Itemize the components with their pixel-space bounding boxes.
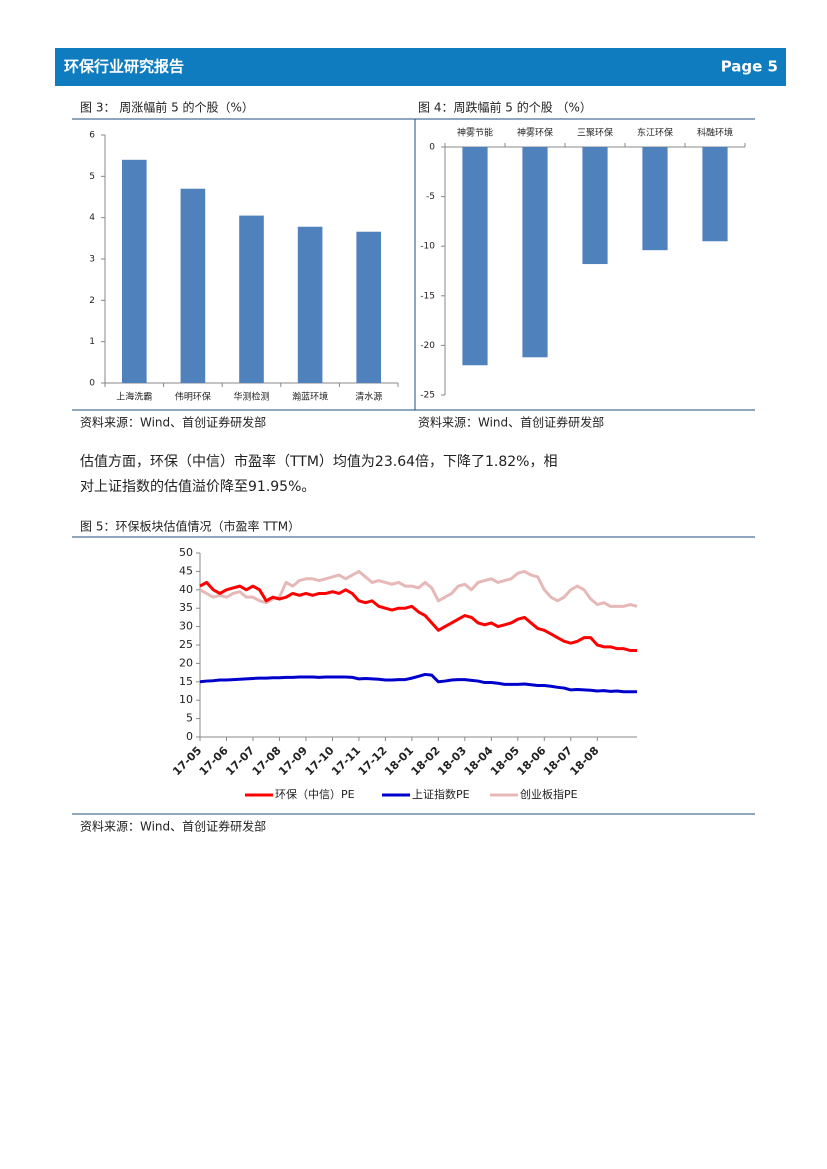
source: 资料来源：Wind、首创证券研发部 xyxy=(80,819,266,834)
y-tick-label: 6 xyxy=(89,131,95,141)
x-tick-label: 17-07 xyxy=(223,744,257,778)
y-tick-label: 3 xyxy=(89,255,95,265)
bar xyxy=(180,188,206,383)
x-tick-label: 17-11 xyxy=(329,744,363,778)
x-tick-label: 神雾节能 xyxy=(457,127,493,139)
x-tick-label: 18-07 xyxy=(541,744,575,778)
x-tick-label: 18-02 xyxy=(409,744,443,778)
y-tick-label: -10 xyxy=(420,242,435,252)
x-tick-label: 瀚蓝环境 xyxy=(292,391,328,403)
y-tick-label: 25 xyxy=(179,638,193,651)
figure-caption: 图 4：周跌幅前 5 的个股 （%） xyxy=(418,100,592,115)
x-tick-label: 17-12 xyxy=(356,744,390,778)
x-tick-label: 18-01 xyxy=(382,744,416,778)
x-tick-label: 东江环保 xyxy=(637,127,673,139)
y-tick-label: -15 xyxy=(420,291,435,301)
x-tick-label: 18-03 xyxy=(435,744,469,778)
y-tick-label: 0 xyxy=(186,730,193,743)
y-tick-label: 50 xyxy=(179,546,193,559)
bar xyxy=(702,147,728,242)
y-tick-label: 2 xyxy=(89,296,95,306)
x-tick-label: 18-05 xyxy=(488,744,522,778)
bar xyxy=(239,215,264,383)
x-tick-label: 17-08 xyxy=(250,744,284,778)
x-tick-label: 17-09 xyxy=(276,744,310,778)
y-tick-label: 35 xyxy=(179,601,193,614)
figure-caption: 图 5：环保板块估值情况（市盈率 TTM） xyxy=(80,519,300,534)
y-tick-label: 0 xyxy=(89,379,95,389)
bar xyxy=(522,147,548,358)
figure-caption: 图 3： 周涨幅前 5 的个股（%） xyxy=(80,100,254,115)
y-tick-label: 5 xyxy=(186,712,193,725)
x-tick-label: 18-08 xyxy=(567,744,601,778)
y-tick-label: -25 xyxy=(420,391,435,401)
y-tick-label: 15 xyxy=(179,675,193,688)
series-line xyxy=(199,569,638,608)
y-tick-label: 45 xyxy=(179,564,193,577)
y-tick-label: -20 xyxy=(420,341,435,351)
bar xyxy=(642,147,668,251)
y-tick-label: 0 xyxy=(429,143,435,153)
header-page: Page 5 xyxy=(721,58,778,76)
y-tick-label: 4 xyxy=(89,213,95,223)
bar xyxy=(121,159,147,383)
y-tick-label: 10 xyxy=(179,693,193,706)
series-line xyxy=(199,580,637,653)
header-bar xyxy=(55,48,786,86)
bar xyxy=(582,147,608,265)
source: 资料来源：Wind、首创证券研发部 xyxy=(80,415,266,430)
x-tick-label: 三聚环保 xyxy=(577,127,613,139)
x-tick-label: 伟明环保 xyxy=(175,391,211,403)
y-tick-label: 30 xyxy=(179,620,193,633)
paragraph: 估值方面，环保（中信）市盈率（TTM）均值为23.64倍，下降了1.82%，相对… xyxy=(80,454,558,495)
y-tick-label: 40 xyxy=(179,583,193,596)
y-tick-label: 5 xyxy=(89,172,95,182)
header-title: 环保行业研究报告 xyxy=(64,58,184,76)
x-tick-label: 清水源 xyxy=(355,391,382,403)
x-tick-label: 神雾环保 xyxy=(517,127,553,139)
x-tick-label: 上海洗霸 xyxy=(116,391,152,403)
series-line xyxy=(199,672,637,694)
legend-label: 创业板指PE xyxy=(520,787,578,801)
legend-label: 上证指数PE xyxy=(412,787,470,801)
x-tick-label: 17-05 xyxy=(170,744,204,778)
x-tick-label: 科融环境 xyxy=(697,127,733,139)
bar xyxy=(462,147,488,366)
y-tick-label: 20 xyxy=(179,656,193,669)
y-tick-label: 1 xyxy=(89,337,95,347)
bar xyxy=(297,226,323,383)
bar xyxy=(356,231,382,383)
y-tick-label: -5 xyxy=(426,192,435,202)
legend-label: 环保（中信）PE xyxy=(275,787,355,801)
x-tick-label: 华测检测 xyxy=(233,391,269,403)
source: 资料来源：Wind、首创证券研发部 xyxy=(418,415,604,430)
